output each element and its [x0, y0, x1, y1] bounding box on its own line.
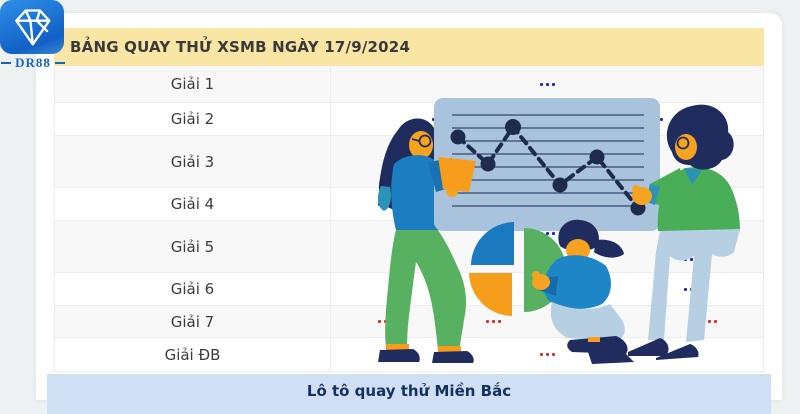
prize-label: Giải 6 [55, 273, 331, 305]
prize-label: Giải ĐB [55, 338, 331, 371]
prize-label: Giải 7 [55, 306, 331, 337]
prize-label: Giải 2 [55, 103, 331, 135]
person-crouching [532, 219, 634, 364]
brand-dash [54, 62, 65, 64]
diamond-gem-icon [15, 9, 51, 46]
brand-dash [1, 62, 12, 64]
pie-chart-icon [469, 222, 566, 316]
person-right [628, 104, 740, 360]
logo-badge [0, 0, 64, 54]
prize-value-line [331, 338, 763, 371]
table-row: Giải 1 [55, 66, 763, 102]
prize-values [331, 66, 763, 102]
prize-values [331, 338, 763, 371]
prize-value-line [331, 66, 763, 102]
dr88-logo[interactable]: DR88 [0, 0, 78, 71]
prize-label: Giải 5 [55, 221, 331, 272]
page-title: BẢNG QUAY THỬ XSMB NGÀY 17/9/2024 [54, 28, 764, 66]
person-left-arm [428, 157, 476, 197]
loto-section-title: Lô tô quay thử Miền Bắc [47, 374, 771, 414]
prize-label: Giải 1 [55, 66, 331, 102]
loading-dots-placeholder [539, 82, 555, 86]
person-left [377, 118, 474, 363]
loading-dots-placeholder [485, 320, 501, 323]
prize-label: Giải 3 [55, 136, 331, 187]
trend-line-icon [450, 119, 646, 216]
analytics-illustration [377, 98, 740, 364]
brand-text: DR88 [15, 55, 51, 70]
loading-dots-placeholder [539, 353, 555, 356]
prize-label: Giải 4 [55, 188, 331, 220]
